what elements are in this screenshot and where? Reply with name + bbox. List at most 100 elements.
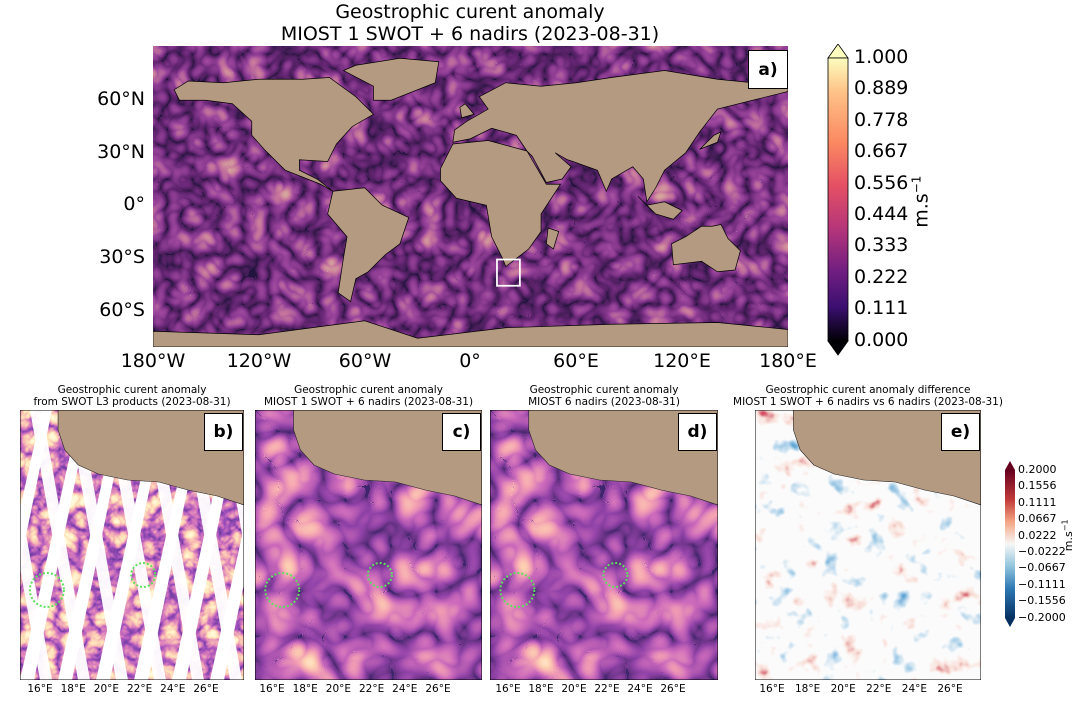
lon-tick-label: 0° bbox=[459, 350, 481, 372]
colorbar-tick-label: 0.556 bbox=[854, 171, 909, 194]
colorbar-tick-label: 0.667 bbox=[854, 140, 909, 163]
lon-tick-label: 20°E bbox=[325, 683, 352, 695]
panel-title-line2: MIOST 6 nadirs (2023-08-31) bbox=[528, 396, 680, 408]
lon-tick-label: 24°E bbox=[160, 683, 186, 695]
panel-title-line2: MIOST 1 SWOT + 6 nadirs (2023-08-31) bbox=[263, 396, 474, 408]
lon-tick-label: 20°E bbox=[830, 683, 856, 695]
colorbar-e-min-extend bbox=[1005, 618, 1015, 627]
panel-a-label: a) bbox=[748, 50, 788, 89]
colorbar-e-tick-label: −0.0667 bbox=[1018, 561, 1066, 575]
japan bbox=[699, 131, 722, 150]
lon-tick-label: 22°E bbox=[866, 683, 892, 695]
panel-title-line2: MIOST 1 SWOT + 6 nadirs vs 6 nadirs (202… bbox=[733, 396, 1003, 408]
eurasia bbox=[452, 70, 788, 203]
panel-map bbox=[755, 410, 981, 680]
lat-tick-label: 30°N bbox=[97, 141, 145, 163]
colorbar-e-tick-label: −0.2000 bbox=[1018, 610, 1066, 624]
land bbox=[57, 410, 244, 506]
lon-tick-label: 20°E bbox=[93, 683, 120, 695]
lon-tick-label: 26°E bbox=[937, 683, 963, 695]
lon-tick-label: 24°E bbox=[901, 683, 928, 695]
panel-title-line1: Geostrophic curent anomaly bbox=[57, 384, 207, 396]
eddy-circle bbox=[264, 572, 301, 608]
panel-label: e) bbox=[941, 413, 980, 451]
lon-tick-label: 60°W bbox=[338, 350, 392, 372]
panel-map bbox=[255, 410, 482, 680]
swot-swath-gap bbox=[20, 500, 52, 680]
figure-title-line1: Geostrophic curent anomaly bbox=[335, 1, 605, 23]
lon-tick-label: 22°E bbox=[594, 683, 620, 695]
lon-tick-label: 120°W bbox=[226, 350, 292, 372]
madagascar bbox=[545, 227, 560, 250]
colorbar-e-max-extend bbox=[1005, 461, 1015, 470]
colorbar-tick-label: 0.222 bbox=[854, 265, 909, 288]
colorbar-tick-label: 0.889 bbox=[854, 77, 909, 100]
lon-tick-label: 18°E bbox=[528, 683, 554, 695]
lon-tick-label: 24°E bbox=[392, 683, 418, 695]
indonesia bbox=[637, 196, 683, 220]
panel-title-line2: from SWOT L3 products (2023-08-31) bbox=[33, 396, 231, 408]
lon-tick-label: 22°E bbox=[358, 683, 385, 695]
panel-title-line1: Geostrophic curent anomaly bbox=[294, 384, 443, 396]
eddy-circle bbox=[602, 562, 629, 588]
colorbar-e-tick-label: 0.0667 bbox=[1018, 512, 1057, 526]
lon-tick-label: 22°E bbox=[126, 683, 153, 695]
north-america bbox=[173, 77, 375, 192]
panel-map bbox=[20, 410, 244, 680]
colorbar-max-extend bbox=[827, 44, 849, 59]
colorbar-a-unit: m.s−1 bbox=[909, 175, 933, 228]
lon-tick-label: 18°E bbox=[794, 683, 821, 695]
eddy-circle bbox=[130, 562, 157, 588]
panel-label: c) bbox=[442, 413, 481, 451]
lon-tick-label: 18°E bbox=[60, 683, 86, 695]
colorbar-tick-label: 0.333 bbox=[854, 234, 909, 257]
land bbox=[528, 410, 718, 506]
land bbox=[293, 410, 482, 506]
panel-title-line1: Geostrophic curent anomaly bbox=[529, 384, 679, 396]
lat-tick-label: 0° bbox=[123, 193, 145, 215]
lon-tick-label: 180°E bbox=[759, 350, 817, 372]
panel-label: d) bbox=[678, 413, 717, 451]
eddy-circle bbox=[366, 562, 393, 588]
global-current-map bbox=[153, 46, 788, 347]
colorbar-a bbox=[827, 44, 849, 356]
panel-label: b) bbox=[204, 413, 243, 451]
australia bbox=[671, 224, 741, 273]
land bbox=[793, 410, 981, 506]
lon-tick-label: 60°E bbox=[553, 350, 599, 372]
panel-map bbox=[490, 410, 718, 680]
lon-tick-label: 16°E bbox=[259, 683, 285, 695]
south-america bbox=[327, 187, 410, 303]
lon-tick-label: 16°E bbox=[759, 683, 785, 695]
lon-tick-label: 180°W bbox=[120, 350, 186, 372]
colorbar-e-tick-label: −0.1556 bbox=[1018, 594, 1066, 608]
colorbar-e-tick-label: 0.1111 bbox=[1018, 495, 1057, 509]
region-highlight-box bbox=[496, 258, 521, 287]
antarctica bbox=[153, 320, 788, 347]
colorbar-e-tick-label: 0.1556 bbox=[1018, 479, 1057, 493]
lat-tick-label: 60°N bbox=[97, 88, 145, 110]
eddy-circle bbox=[28, 572, 65, 608]
africa bbox=[440, 140, 562, 268]
land bbox=[153, 57, 788, 347]
colorbar-e-gradient bbox=[1005, 470, 1015, 618]
lon-tick-label: 20°E bbox=[561, 683, 587, 695]
lon-tick-label: 16°E bbox=[27, 683, 53, 695]
colorbar-e-tick-label: −0.0222 bbox=[1018, 545, 1066, 558]
lon-tick-label: 26°E bbox=[660, 683, 686, 695]
colorbar-e bbox=[1005, 461, 1015, 627]
lon-tick-label: 26°E bbox=[425, 683, 451, 695]
colorbar-tick-label: 1.000 bbox=[854, 46, 909, 68]
colorbar-tick-label: 0.111 bbox=[854, 297, 909, 320]
figure-title-line2: MIOST 1 SWOT + 6 nadirs (2023-08-31) bbox=[280, 23, 660, 45]
greenland bbox=[342, 57, 440, 101]
colorbar-tick-label: 0.444 bbox=[854, 203, 909, 225]
swot-swath-gap bbox=[210, 527, 244, 680]
lat-tick-label: 60°S bbox=[99, 299, 145, 321]
colorbar-e-tick-label: 0.2000 bbox=[1018, 463, 1057, 476]
lon-tick-label: 18°E bbox=[292, 683, 318, 695]
colorbar-tick-label: 0.778 bbox=[854, 108, 909, 131]
colorbar-e-tick-label: 0.0222 bbox=[1018, 528, 1057, 542]
colorbar-e-tick-label: −0.1111 bbox=[1018, 577, 1066, 591]
lon-tick-label: 16°E bbox=[495, 683, 521, 695]
